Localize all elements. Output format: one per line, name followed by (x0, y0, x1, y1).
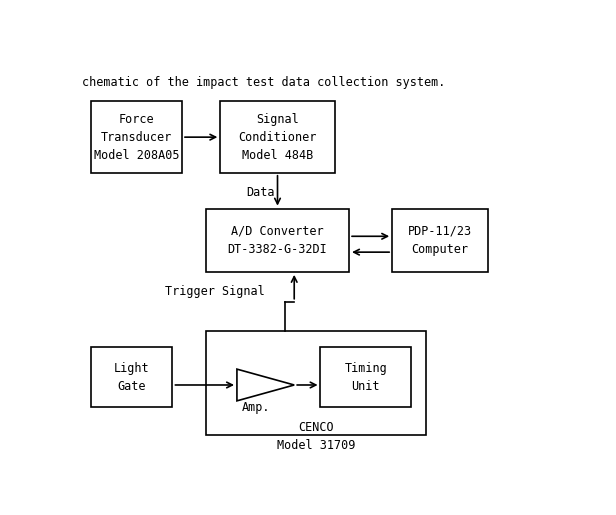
Bar (206, 332, 426, 435)
Text: PDP-11/23
Computer: PDP-11/23 Computer (408, 225, 472, 256)
Bar (91, 347, 172, 407)
Bar (206, 209, 349, 272)
Text: Data: Data (246, 185, 275, 199)
Text: Timing
Unit: Timing Unit (344, 362, 387, 392)
Bar (392, 209, 488, 272)
Text: Trigger Signal: Trigger Signal (165, 285, 265, 298)
Text: CENCO
Model 31709: CENCO Model 31709 (277, 421, 355, 452)
Text: A/D Converter
DT-3382-G-32DI: A/D Converter DT-3382-G-32DI (228, 225, 327, 256)
Bar (91, 101, 182, 173)
Bar (221, 101, 335, 173)
Text: Signal
Conditioner
Model 484B: Signal Conditioner Model 484B (238, 113, 317, 162)
Text: Light
Gate: Light Gate (114, 362, 150, 392)
Bar (320, 347, 411, 407)
Text: Amp.: Amp. (241, 401, 270, 414)
Text: chematic of the impact test data collection system.: chematic of the impact test data collect… (82, 76, 445, 89)
Text: Force
Transducer
Model 208A05: Force Transducer Model 208A05 (94, 113, 179, 162)
